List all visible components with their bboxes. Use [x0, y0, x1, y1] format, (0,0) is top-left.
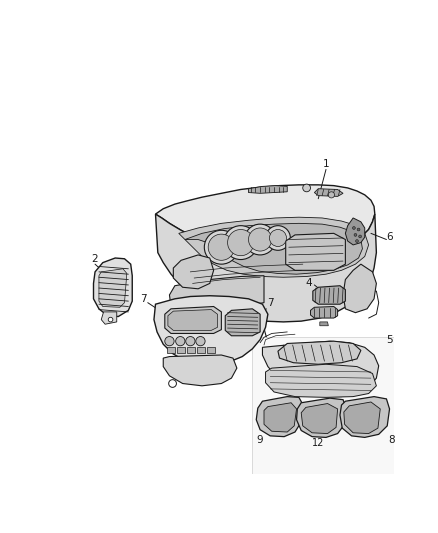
- Polygon shape: [346, 218, 365, 245]
- Circle shape: [196, 336, 205, 346]
- Polygon shape: [262, 341, 379, 397]
- Polygon shape: [256, 397, 303, 437]
- Circle shape: [353, 227, 355, 229]
- Circle shape: [269, 230, 286, 246]
- Circle shape: [357, 228, 360, 231]
- Circle shape: [248, 228, 272, 251]
- Polygon shape: [168, 310, 218, 330]
- Text: 1: 1: [323, 159, 329, 169]
- Polygon shape: [248, 185, 287, 193]
- Polygon shape: [313, 286, 346, 304]
- Circle shape: [169, 379, 177, 387]
- Polygon shape: [252, 337, 396, 476]
- Text: 8: 8: [389, 435, 395, 445]
- Text: 7: 7: [267, 297, 273, 308]
- Text: 6: 6: [386, 232, 393, 242]
- Bar: [208, 348, 215, 353]
- Polygon shape: [101, 312, 117, 324]
- Circle shape: [356, 240, 358, 243]
- Polygon shape: [99, 269, 127, 308]
- Polygon shape: [311, 306, 338, 318]
- Circle shape: [328, 192, 335, 198]
- Text: 12: 12: [312, 438, 325, 448]
- Polygon shape: [343, 264, 376, 313]
- Circle shape: [354, 233, 357, 236]
- Polygon shape: [297, 398, 346, 438]
- Polygon shape: [163, 355, 237, 386]
- Circle shape: [176, 336, 185, 346]
- Circle shape: [303, 184, 311, 192]
- Polygon shape: [155, 214, 376, 322]
- Circle shape: [208, 234, 235, 260]
- Polygon shape: [340, 397, 389, 438]
- Bar: [187, 348, 195, 353]
- Circle shape: [186, 336, 195, 346]
- Text: 4: 4: [306, 278, 312, 288]
- Circle shape: [224, 225, 258, 260]
- Circle shape: [245, 224, 276, 255]
- Polygon shape: [344, 402, 380, 433]
- Circle shape: [204, 230, 238, 264]
- Bar: [167, 348, 175, 353]
- Polygon shape: [93, 258, 132, 317]
- Circle shape: [228, 230, 254, 256]
- Bar: [177, 348, 185, 353]
- Polygon shape: [301, 403, 338, 433]
- Polygon shape: [154, 296, 268, 364]
- Polygon shape: [264, 403, 297, 432]
- Text: 9: 9: [257, 435, 263, 445]
- Text: 7: 7: [141, 294, 147, 304]
- Text: 5: 5: [386, 335, 393, 345]
- Polygon shape: [314, 189, 343, 196]
- Text: 2: 2: [92, 254, 99, 264]
- Polygon shape: [185, 223, 362, 274]
- Polygon shape: [225, 309, 260, 336]
- Polygon shape: [170, 276, 264, 317]
- Circle shape: [108, 317, 113, 322]
- Bar: [198, 348, 205, 353]
- Polygon shape: [165, 306, 221, 334]
- Polygon shape: [265, 364, 376, 398]
- Polygon shape: [173, 255, 214, 289]
- Circle shape: [359, 235, 361, 238]
- Polygon shape: [155, 185, 375, 256]
- Polygon shape: [320, 322, 328, 326]
- Polygon shape: [278, 341, 361, 364]
- Polygon shape: [286, 233, 346, 270]
- Circle shape: [165, 336, 174, 346]
- Circle shape: [265, 225, 290, 251]
- Polygon shape: [179, 217, 369, 277]
